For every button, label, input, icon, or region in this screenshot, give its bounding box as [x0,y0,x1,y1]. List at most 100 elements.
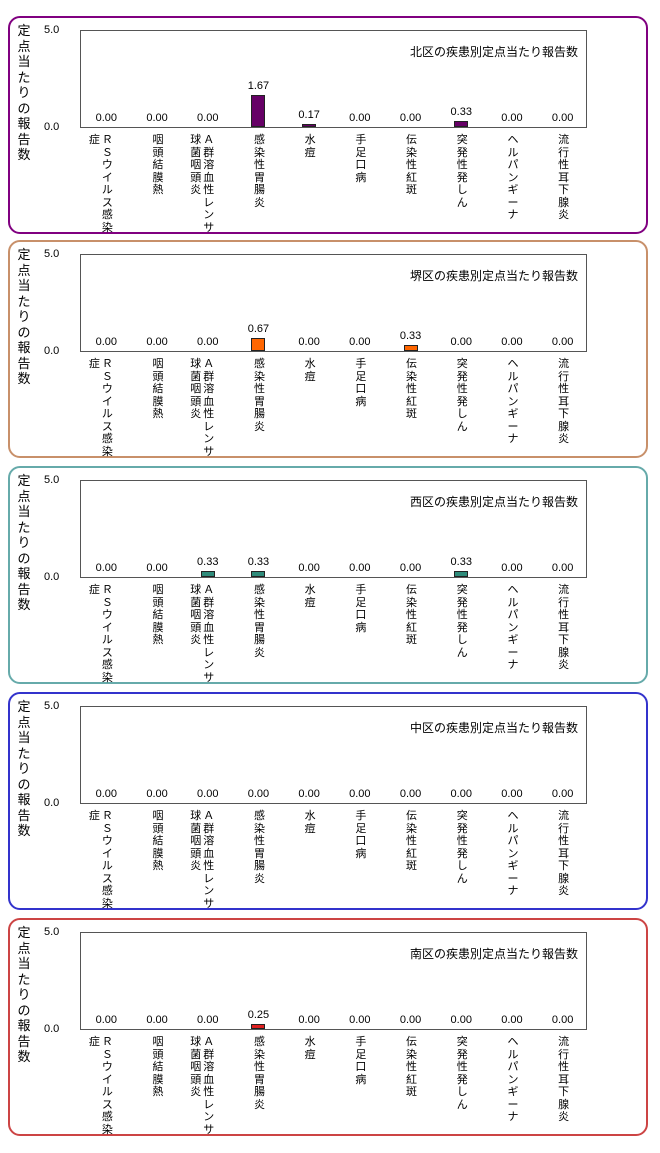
category-label-column: 感染性胃腸炎 [253,133,265,209]
category-label-column: 流行性耳下腺炎 [558,1035,570,1123]
data-label: 0.00 [197,112,219,124]
category-label-column: 水痘 [304,1035,316,1061]
data-label: 0.00 [551,1014,574,1026]
y-axis-label-char: 告 [17,808,31,824]
category-label-column: 手足口病 [355,357,367,408]
y-axis-label-char: り [17,762,31,777]
chart-panel: 定点当たりの報告数 5.0 0.0 北区の疾患別定点当たり報告数 0.00 0.00 0.0… [8,16,648,234]
chart-panel: 定点当たりの報告数 5.0 0.0 中区の疾患別定点当たり報告数 0.00 0.00 0.0… [8,692,648,910]
category-label-column: 突発性発しん [456,1035,468,1111]
category-label-column: 症 [88,583,100,596]
bar [200,571,215,577]
data-label: 0.00 [298,788,320,800]
data-label: 0.00 [146,562,168,574]
y-axis-label-char: た [17,746,31,762]
y-axis-label-char: 報 [17,567,31,582]
data-label: 0.00 [349,112,371,124]
y-axis-label-char: 数 [17,372,31,387]
data-label: 0.00 [146,112,168,124]
category-label-column: ヘルパンギーナ [507,357,519,445]
data-label: 0.00 [450,1014,472,1026]
y-axis-label-char: の [17,551,31,567]
category-label-column: 水痘 [304,583,316,609]
data-label: 0.33 [450,106,472,118]
chart-title: 南区の疾患別定点当たり報告数 [409,947,578,961]
data-label: 0.00 [349,1014,371,1026]
data-label: 0.33 [450,556,472,568]
y-axis-label-char: 当 [17,55,31,70]
data-label: 0.00 [146,788,168,800]
category-label-column: 伝染性紅斑 [406,1035,418,1098]
category-label-column: 流行性耳下腺炎 [558,809,570,897]
chart-panel: 定点当たりの報告数 5.0 0.0 西区の疾患別定点当たり報告数 0.00 0.00 0.3… [8,466,648,684]
y-axis-label-char: 点 [17,39,31,55]
data-label: 0.00 [146,336,168,348]
bar [454,571,469,577]
chart-panel: 定点当たりの報告数 5.0 0.0 南区の疾患別定点当たり報告数 0.00 0.00 0.0… [8,918,648,1136]
category-label-column: 手足口病 [355,1035,367,1086]
data-label: 0.00 [95,112,118,124]
category-label-column: 症 [88,1035,100,1048]
plot-area: 北区の疾患別定点当たり報告数 0.00 0.00 0.00 1.67 0.17 0.00 0.… [80,30,587,128]
y-axis-label-char: 告 [17,356,31,372]
y-axis-label: 定点当たりの報告数 [16,248,32,388]
data-label: 0.00 [298,336,320,348]
category-label-column: 突発性発しん [456,357,468,433]
category-label-column: 球菌咽頭炎 [190,133,202,196]
category-label-column: 感染性胃腸炎 [253,809,265,885]
data-label: 0.33 [197,556,219,568]
y-axis-label-char: 数 [17,598,31,613]
category-label-column: 感染性胃腸炎 [253,1035,265,1111]
data-label: 0.00 [399,1014,422,1026]
data-label: 0.00 [450,788,472,800]
category-label-column: 咽頭結膜熱 [152,583,164,646]
y-axis-label-char: 告 [17,582,31,598]
category-label-column: 流行性耳下腺炎 [558,583,570,671]
y-tick-label: 0.0 [44,345,60,357]
y-axis-label-char: 当 [17,505,31,520]
data-label: 0.00 [247,788,270,800]
y-axis-label: 定点当たりの報告数 [16,24,32,164]
data-label: 0.00 [95,562,118,574]
category-label-column: 水痘 [304,133,316,159]
plot-area: 西区の疾患別定点当たり報告数 0.00 0.00 0.33 0.33 0.00 0.00 0.… [80,480,587,578]
data-label: 0.25 [247,1009,270,1021]
y-axis-label-char: た [17,70,31,86]
y-tick-label: 0.0 [44,797,60,809]
y-axis-label-char: の [17,325,31,341]
category-label-column: 感染性胃腸炎 [253,583,265,659]
data-label: 0.00 [146,1014,168,1026]
y-axis-label-char: 定 [17,248,31,263]
data-label: 0.00 [399,788,422,800]
y-tick-label: 0.0 [44,121,60,133]
category-label-column: 咽頭結膜熱 [152,357,164,420]
y-axis-label-char: 定 [17,474,31,489]
category-label-column: 流行性耳下腺炎 [558,357,570,445]
data-label: 1.67 [247,80,270,92]
category-label-column: 水痘 [304,809,316,835]
y-axis-label-char: 告 [17,1034,31,1050]
chart-title: 北区の疾患別定点当たり報告数 [409,45,578,59]
category-label-column: 伝染性紅斑 [406,357,418,420]
data-label: 0.00 [551,562,574,574]
category-label-column: ヘルパンギーナ [507,1035,519,1123]
category-label-column: 咽頭結膜熱 [152,809,164,872]
category-label-column: 咽頭結膜熱 [152,1035,164,1098]
data-label: 0.00 [298,1014,320,1026]
plot-area: 中区の疾患別定点当たり報告数 0.00 0.00 0.00 0.00 0.00 0.00 0.… [80,706,587,804]
chart-panel: 定点当たりの報告数 5.0 0.0 堺区の疾患別定点当たり報告数 0.00 0.00 0.0… [8,240,648,458]
y-axis-label-char: 数 [17,1050,31,1065]
y-axis-label-char: 点 [17,941,31,957]
category-label-column: 症 [88,357,100,370]
y-tick-label: 5.0 [44,700,60,712]
category-label-column: 手足口病 [355,583,367,634]
bar [251,571,266,577]
y-tick-label: 5.0 [44,248,60,260]
y-axis-label-char: 報 [17,117,31,132]
